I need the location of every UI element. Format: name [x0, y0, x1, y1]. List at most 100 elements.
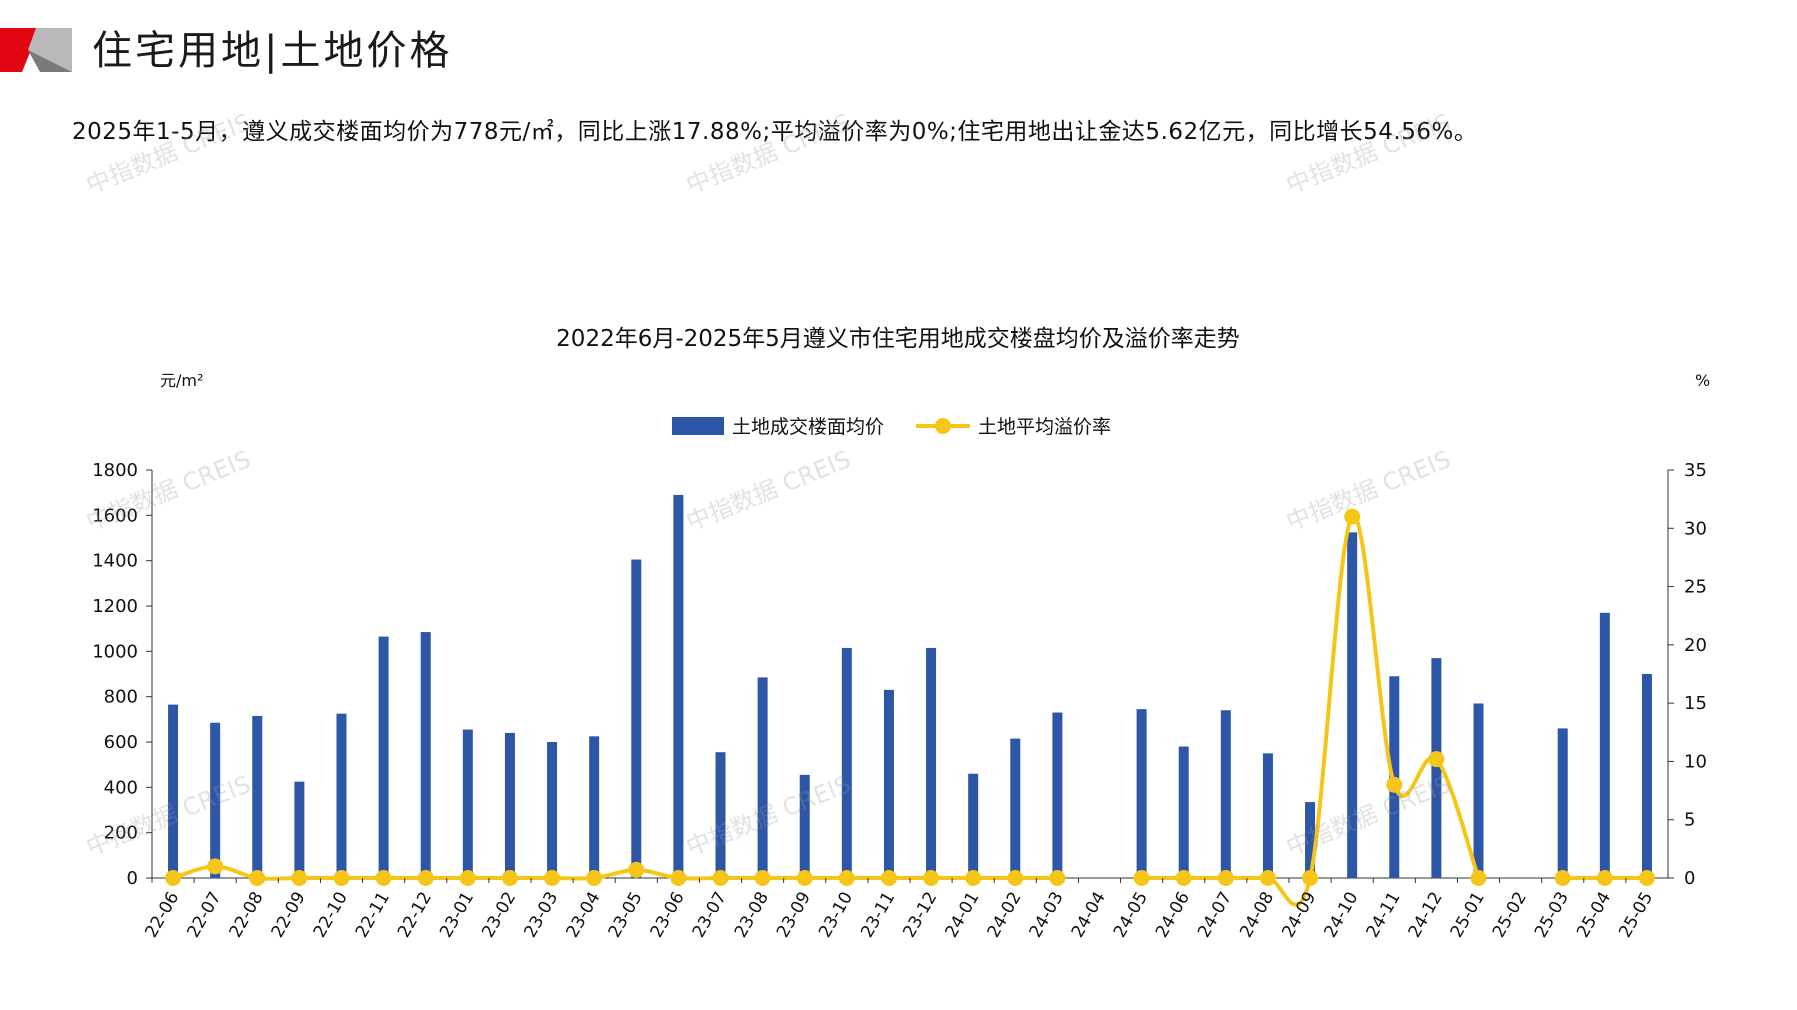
x-tick-label: 23-10 — [815, 889, 857, 942]
y-right-unit: % — [1695, 371, 1710, 390]
x-tick-label: 23-09 — [773, 889, 815, 942]
y-left-tick-label: 0 — [127, 868, 138, 889]
bar — [1305, 802, 1316, 878]
x-tick-label: 24-06 — [1152, 889, 1194, 942]
line-point — [1470, 870, 1487, 886]
x-tick-label: 23-11 — [857, 889, 899, 942]
bar — [715, 752, 726, 878]
line-point — [796, 870, 813, 886]
bar — [1557, 728, 1568, 878]
y-left-tick-label: 1600 — [92, 505, 138, 526]
x-tick-label: 23-12 — [899, 889, 941, 942]
bar — [968, 773, 979, 878]
bar — [378, 636, 389, 878]
axes: 0 200 400 600 800 1000 1200 1400 1600 1800 0 5 10 15 2… — [92, 460, 1707, 889]
y-right-tick-label: 20 — [1684, 635, 1707, 656]
y-right-tick-label: 35 — [1684, 460, 1707, 481]
line-point — [1638, 870, 1655, 886]
line-point — [249, 870, 266, 886]
bar — [1178, 746, 1189, 878]
summary-text: 2025年1-5月，遵义成交楼面均价为778元/㎡，同比上涨17.88%;平均溢… — [72, 119, 1478, 145]
y-right-tick-label: 25 — [1684, 577, 1707, 598]
x-tick-label: 25-02 — [1489, 889, 1531, 942]
y-left-tick-label: 1200 — [92, 596, 138, 617]
x-tick-label: 25-04 — [1573, 889, 1615, 942]
x-tick-label: 23-01 — [436, 889, 478, 942]
y-right-tick-label: 10 — [1684, 751, 1707, 772]
legend-bar-swatch — [672, 417, 724, 435]
y-left-tick-label: 600 — [104, 732, 138, 753]
line-point — [670, 870, 687, 886]
x-tick-label: 24-04 — [1068, 889, 1110, 942]
x-tick-label: 24-01 — [941, 889, 983, 942]
line-point — [923, 870, 940, 886]
bar — [1052, 712, 1063, 878]
chart: 2022年6月-2025年5月遵义市住宅用地成交楼盘均价及溢价率走势 元/m² … — [92, 326, 1710, 941]
x-tick-label: 23-02 — [478, 889, 520, 942]
line-point — [375, 870, 392, 886]
bar — [589, 736, 600, 878]
bar — [504, 732, 515, 878]
x-tick-label: 23-08 — [731, 889, 773, 942]
line-point — [501, 870, 518, 886]
line-point — [712, 870, 729, 886]
line-point — [1007, 870, 1024, 886]
x-tick-label: 22-07 — [183, 889, 225, 942]
line-point — [838, 870, 855, 886]
x-tick-label: 24-07 — [1194, 889, 1236, 942]
x-tick-label: 25-05 — [1615, 889, 1657, 942]
y-left-tick-label: 400 — [104, 777, 138, 798]
bar — [547, 742, 558, 878]
line-point — [417, 870, 434, 886]
line-point — [1554, 870, 1571, 886]
bar — [1220, 710, 1231, 878]
x-tick-label: 25-03 — [1531, 889, 1573, 942]
y-right-tick-label: 5 — [1684, 810, 1695, 831]
y-right-tick-label: 30 — [1684, 518, 1707, 539]
bar — [1347, 532, 1358, 878]
x-tick-label: 24-12 — [1405, 889, 1447, 942]
bar — [926, 647, 937, 878]
line-point — [1049, 870, 1066, 886]
chart-title: 2022年6月-2025年5月遵义市住宅用地成交楼盘均价及溢价率走势 — [556, 326, 1240, 352]
x-tick-label: 22-12 — [394, 889, 436, 942]
x-tick-label: 22-06 — [141, 889, 183, 942]
bar — [799, 774, 810, 878]
line-point — [1302, 870, 1319, 886]
bar — [294, 781, 305, 878]
bar — [210, 722, 221, 878]
x-tick-label: 22-10 — [310, 889, 352, 942]
line-point — [754, 870, 771, 886]
line-point — [965, 870, 982, 886]
x-tick-label: 24-05 — [1110, 889, 1152, 942]
bar-series — [168, 494, 1652, 878]
bar — [883, 689, 894, 878]
legend-bar-label: 土地成交楼面均价 — [732, 416, 884, 438]
x-tick-label: 22-11 — [352, 889, 394, 942]
line-point — [586, 870, 603, 886]
page-title: 住宅用地|土地价格 — [92, 28, 453, 74]
legend: 土地成交楼面均价 土地平均溢价率 — [672, 416, 1111, 438]
bar — [1431, 658, 1442, 878]
bar — [462, 729, 473, 878]
line-point — [165, 870, 182, 886]
x-tick-labels: 22-06 22-07 22-08 22-09 22-10 22-11 22-12 23-01… — [141, 878, 1657, 941]
bar — [757, 677, 768, 878]
legend-line-marker — [935, 418, 951, 434]
y-left-tick-label: 1800 — [92, 460, 138, 481]
line-point — [1217, 870, 1234, 886]
line-point — [1344, 508, 1361, 525]
line-point — [880, 870, 897, 886]
y-right-tick-label: 0 — [1684, 868, 1695, 889]
line-point — [1259, 870, 1276, 886]
x-tick-label: 23-04 — [562, 889, 604, 942]
bar — [1262, 753, 1273, 878]
line-point — [333, 870, 350, 886]
line-point — [459, 870, 476, 886]
y-left-tick-label: 200 — [104, 823, 138, 844]
bar — [1136, 709, 1147, 878]
x-tick-label: 23-05 — [605, 889, 647, 942]
y-left-tick-label: 1400 — [92, 551, 138, 572]
bar — [631, 559, 642, 878]
line-point — [1428, 751, 1445, 768]
